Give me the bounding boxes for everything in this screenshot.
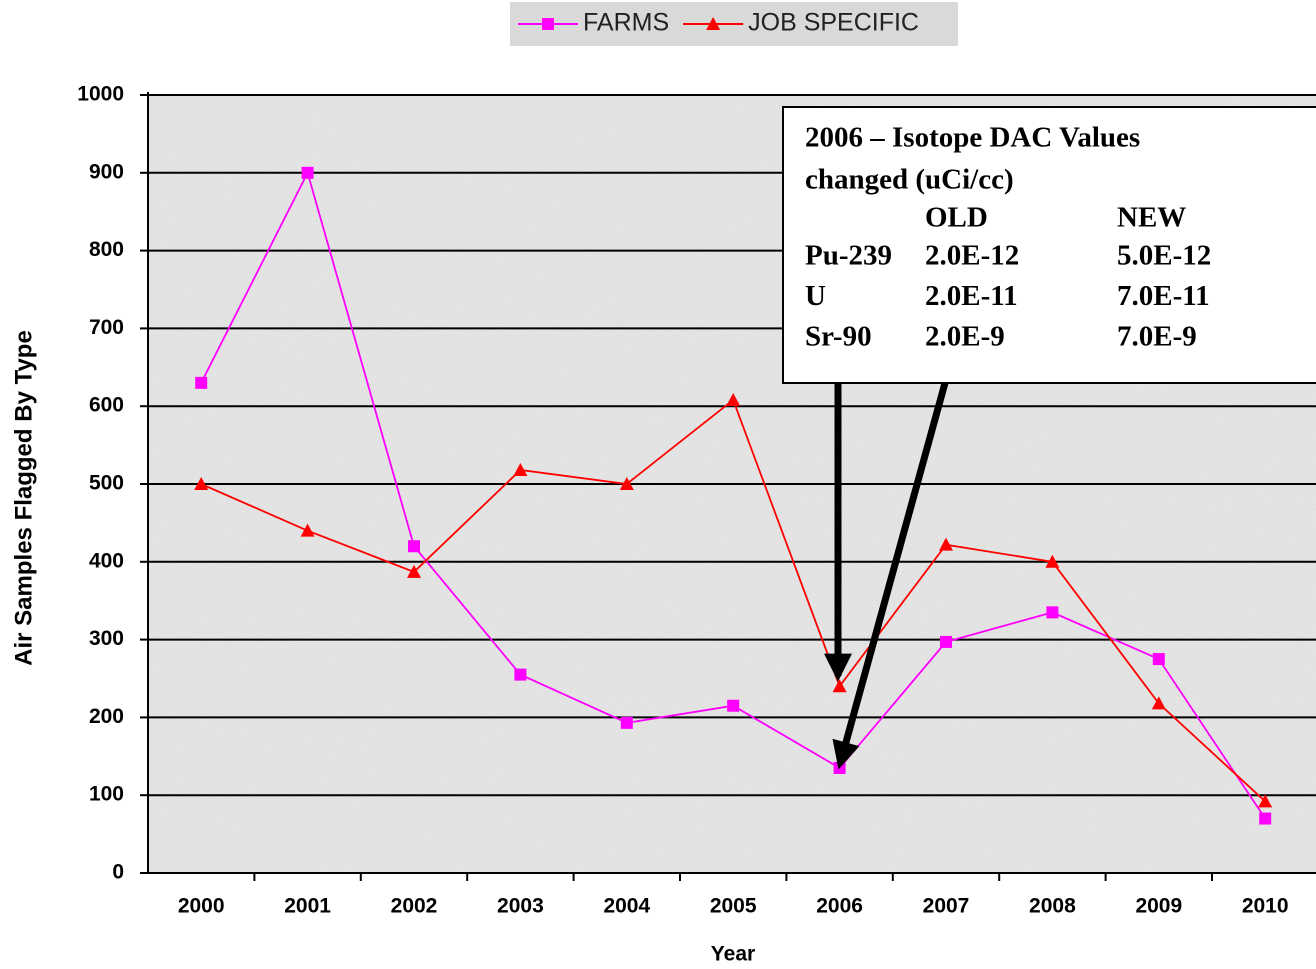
- y-tick-label: 900: [89, 160, 124, 183]
- x-tick-label: 2008: [1029, 895, 1076, 918]
- marker: [301, 166, 314, 179]
- marker: [514, 668, 527, 681]
- marker: [1045, 554, 1060, 568]
- y-tick-label: 200: [89, 705, 124, 728]
- annotation-box: [782, 106, 1316, 384]
- marker: [939, 537, 953, 551]
- x-tick-label: 2003: [497, 895, 544, 918]
- annotation-cell: 2.0E-12: [925, 240, 1019, 272]
- y-tick-label: 100: [89, 783, 124, 806]
- marker: [1258, 794, 1273, 808]
- x-tick-label: 2001: [284, 895, 331, 918]
- annotation-rows: Pu-239 2.0E-12 5.0E-12 U 2.0E-11 7.0E-11 Sr-90…: [805, 240, 1211, 353]
- marker: [620, 716, 633, 729]
- marker: [195, 376, 208, 389]
- x-tick-label: 2004: [603, 895, 650, 918]
- annotation-cell: Sr-90: [805, 321, 872, 353]
- marker: [706, 17, 721, 30]
- series-layer: [194, 166, 1273, 825]
- legend-label: JOB SPECIFIC: [748, 9, 919, 37]
- marker: [542, 18, 554, 30]
- marker: [194, 477, 209, 490]
- arrow: [832, 382, 949, 770]
- marker: [1046, 606, 1059, 619]
- y-tick-label: 700: [89, 316, 124, 339]
- marker: [300, 523, 315, 537]
- y-tick-label: 600: [89, 394, 124, 417]
- y-tick-label: 400: [89, 549, 124, 572]
- annotation-title: 2006 – Isotope DAC Values: [805, 122, 1140, 154]
- y-axis-label: Air Samples Flagged By Type: [10, 330, 37, 666]
- marker: [727, 699, 740, 712]
- marker: [1152, 653, 1165, 666]
- y-tick-label: 1000: [77, 83, 124, 106]
- x-tick-label: 2009: [1135, 895, 1182, 918]
- marker: [832, 679, 847, 693]
- x-tick-label: 2010: [1242, 895, 1289, 918]
- annotation-cell: 2.0E-9: [925, 321, 1005, 353]
- y-tick-label: 500: [89, 472, 124, 495]
- y-tick-label: 800: [89, 238, 124, 261]
- marker: [726, 392, 741, 406]
- marker: [1151, 696, 1166, 710]
- y-tick-label: 300: [89, 627, 124, 650]
- legend: FARMS JOB SPECIFIC: [510, 2, 958, 46]
- annotation: 2006 – Isotope DAC Values changed (uCi/c…: [782, 106, 1316, 384]
- annotation-cell: U: [805, 280, 826, 312]
- annotation-cell: 5.0E-12: [1117, 240, 1211, 272]
- marker: [940, 635, 952, 648]
- marker: [1259, 812, 1272, 825]
- annotation-cell: 7.0E-11: [1117, 280, 1210, 312]
- marker: [408, 540, 420, 553]
- marker: [407, 564, 421, 578]
- annotation-cell: 2.0E-11: [925, 280, 1018, 312]
- annotation-cell: Pu-239: [805, 240, 892, 272]
- y-tick-label: 0: [112, 861, 124, 884]
- marker: [513, 462, 528, 476]
- annotation-header: NEW: [1117, 202, 1186, 234]
- annotation-cell: 7.0E-9: [1117, 321, 1197, 353]
- x-tick-label: 2007: [923, 895, 970, 918]
- legend-label: FARMS: [583, 9, 669, 37]
- marker: [619, 477, 634, 490]
- x-tick-label: 2002: [391, 895, 438, 918]
- annotation-title: changed (uCi/cc): [805, 164, 1014, 196]
- x-tick-label: 2006: [816, 895, 863, 918]
- annotation-header: OLD: [925, 202, 988, 234]
- x-tick-label: 2000: [178, 895, 225, 918]
- x-tick-label: 2005: [710, 895, 757, 918]
- x-axis-label: Year: [711, 943, 755, 966]
